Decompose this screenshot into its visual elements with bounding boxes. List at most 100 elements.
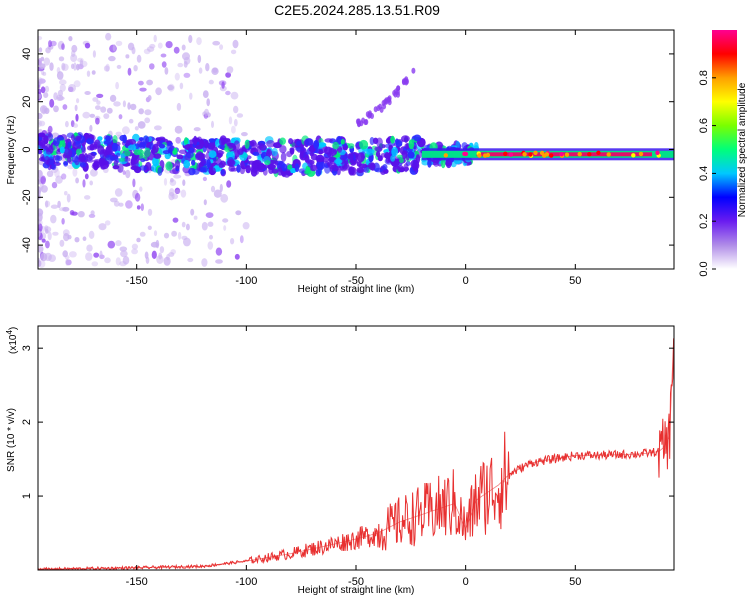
noise-blob	[171, 230, 178, 237]
noise-blob	[38, 81, 41, 85]
band-blob	[51, 163, 57, 171]
noise-blob	[45, 240, 50, 249]
noise-blob	[38, 229, 41, 238]
band-blob	[399, 157, 404, 164]
noise-blob	[136, 237, 141, 243]
noise-blob	[45, 200, 49, 208]
band-blob	[294, 163, 300, 173]
band-blob	[71, 155, 79, 163]
band-blob	[86, 158, 94, 163]
noise-blob	[38, 260, 42, 267]
noise-blob	[40, 185, 48, 193]
band-blob	[47, 132, 53, 142]
noise-blob	[62, 206, 70, 212]
noise-blob	[146, 79, 154, 86]
band-blob	[55, 154, 60, 164]
noise-blob	[62, 104, 68, 110]
noise-blob	[236, 113, 244, 118]
noise-blob	[134, 126, 139, 131]
noise-blob	[109, 94, 117, 102]
band-blob	[111, 156, 119, 161]
noise-blob	[127, 102, 131, 110]
noise-blob	[86, 244, 93, 252]
colorbar-gradient	[712, 30, 737, 269]
band-blob	[38, 149, 43, 155]
band-blob	[401, 150, 408, 160]
noise-blob	[183, 72, 191, 78]
noise-blob	[155, 87, 162, 96]
band-blob	[401, 135, 410, 143]
noise-blob	[230, 238, 235, 245]
chirp-blob	[396, 85, 401, 92]
noise-blob	[103, 113, 110, 119]
band-blob	[245, 165, 251, 174]
noise-blob	[115, 40, 123, 47]
chirp-blob	[359, 120, 364, 127]
band-blob	[410, 159, 420, 169]
noise-blob	[207, 241, 214, 250]
noise-blob	[41, 238, 46, 243]
noise-blob	[226, 180, 232, 188]
band-blob	[327, 157, 335, 163]
noise-blob	[43, 57, 51, 66]
snr-background	[38, 326, 674, 570]
noise-blob	[120, 250, 128, 258]
noise-blob	[223, 225, 227, 231]
noise-blob	[118, 114, 123, 120]
noise-blob	[202, 176, 207, 182]
spectrogram-panel: -150 -100 -50 0 50 -40 -20 0 20 40 Height of str…	[6, 29, 675, 295]
ridge-peak	[477, 153, 482, 158]
noise-blob	[96, 100, 101, 105]
noise-blob	[115, 81, 119, 90]
band-blob	[280, 152, 287, 162]
band-blob	[203, 163, 209, 173]
chirp-blob	[363, 119, 368, 126]
noise-blob	[59, 207, 67, 212]
band-blob	[155, 137, 162, 142]
noise-blob	[68, 36, 73, 42]
noise-blob	[139, 231, 146, 237]
band-blob	[152, 157, 159, 167]
ridge-peak	[508, 152, 514, 157]
colorbar-tick-label: 0.4	[698, 166, 710, 181]
band-blob	[228, 165, 235, 172]
noise-blob	[103, 65, 110, 72]
band-blob	[193, 135, 198, 146]
band-blob	[369, 137, 375, 145]
noise-blob	[40, 70, 45, 76]
noise-blob	[172, 217, 179, 223]
noise-blob	[161, 61, 167, 68]
band-blob	[97, 136, 103, 141]
colorbar-label: Normalized spectral amplitude	[737, 82, 748, 217]
noise-blob	[167, 83, 175, 92]
band-blob	[253, 159, 262, 166]
noise-blob	[72, 123, 79, 128]
band-blob	[341, 160, 350, 170]
band-blob	[324, 138, 333, 143]
noise-blob	[137, 121, 146, 129]
band-blob	[123, 157, 131, 162]
noise-blob	[99, 250, 103, 259]
noise-blob	[231, 125, 236, 134]
noise-blob	[89, 124, 93, 132]
band-blob	[355, 142, 361, 150]
band-blob	[433, 158, 440, 167]
noise-blob	[188, 34, 193, 44]
noise-blob	[139, 186, 143, 192]
noise-blob	[62, 250, 68, 258]
noise-blob	[69, 251, 77, 258]
y-tick-label: 0	[21, 146, 33, 152]
noise-blob	[38, 47, 43, 53]
band-blob	[258, 144, 267, 151]
noise-blob	[38, 81, 41, 89]
noise-blob	[38, 120, 46, 127]
band-blob	[195, 152, 200, 161]
noise-blob	[206, 98, 210, 107]
noise-blob	[230, 91, 239, 100]
noise-blob	[67, 234, 72, 240]
noise-blob	[136, 205, 141, 210]
band-blob	[53, 137, 60, 147]
noise-blob	[197, 54, 202, 64]
band-blob	[286, 151, 293, 158]
chirp-blob	[376, 105, 381, 112]
